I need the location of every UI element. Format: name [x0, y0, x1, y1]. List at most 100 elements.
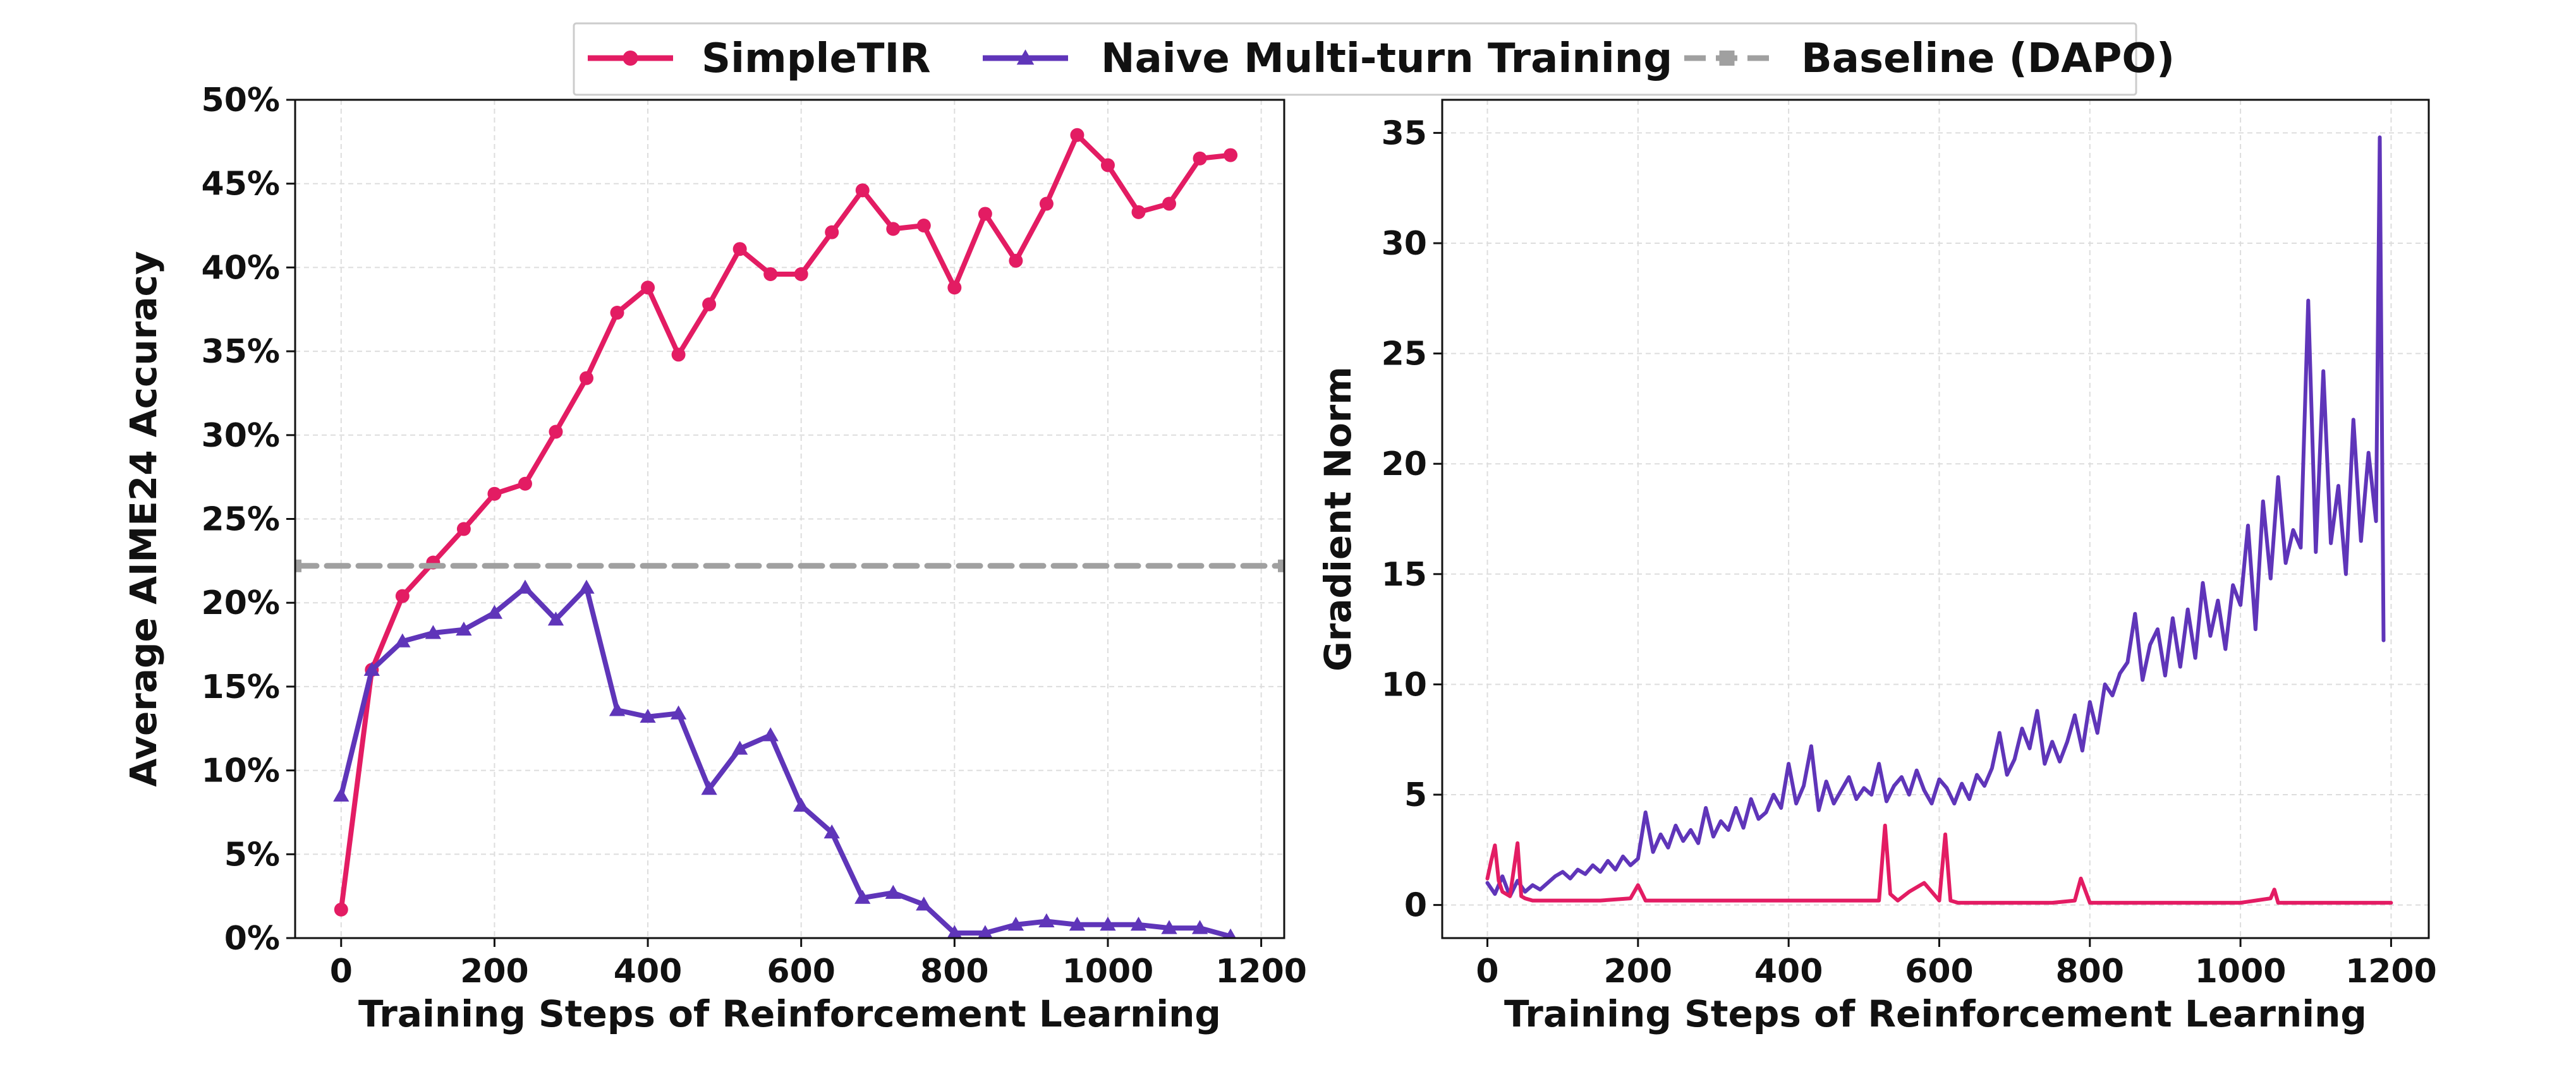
x-tick-label: 400: [1754, 953, 1823, 991]
y-tick-label: 40%: [202, 249, 280, 287]
data-point: [1161, 920, 1177, 934]
data-point: [334, 902, 348, 917]
data-point: [978, 925, 993, 938]
x-tick-label: 600: [767, 953, 835, 991]
x-tick-label: 1000: [2195, 953, 2287, 991]
x-axis-label: Training Steps of Reinforcement Learning: [358, 992, 1221, 1035]
data-point: [793, 797, 810, 812]
gridlines: [295, 99, 1284, 939]
data-point: [1224, 148, 1238, 162]
gridlines: [1442, 100, 2429, 938]
data-point: [549, 425, 563, 439]
legend-item: SimpleTIR: [588, 35, 931, 82]
data-point: [762, 727, 779, 742]
y-tick-label: 10%: [202, 752, 280, 790]
legend-item: Naive Multi-turn Training: [983, 35, 1672, 82]
data-point: [1193, 151, 1207, 166]
data-point: [1162, 196, 1177, 211]
x-tick-label: 800: [920, 953, 989, 991]
y-tick-label: 20%: [202, 584, 280, 622]
x-tick-label: 1000: [1062, 953, 1154, 991]
data-point: [1100, 917, 1116, 931]
data-point: [1038, 913, 1055, 927]
data-point: [1070, 128, 1084, 142]
x-tick-label: 1200: [1215, 953, 1307, 991]
data-point: [1278, 559, 1284, 572]
x-tick-label: 800: [2056, 953, 2125, 991]
data-point: [1100, 158, 1115, 172]
y-tick-label: 35%: [202, 333, 280, 371]
y-tick-label: 15%: [202, 668, 280, 706]
legend-box: [573, 22, 2137, 96]
legend-marker: [1719, 51, 1735, 66]
x-tick-label: 0: [330, 953, 353, 991]
x-axis-label: Training Steps of Reinforcement Learning: [1504, 992, 2367, 1035]
legend-marker: [1016, 49, 1035, 65]
data-point: [580, 371, 594, 385]
series-layer: [1485, 135, 2393, 905]
data-point: [456, 522, 471, 536]
data-point: [641, 280, 655, 295]
series-line: [338, 585, 1234, 938]
data-point: [701, 781, 717, 795]
data-point: [1191, 920, 1208, 934]
y-tick-label: 15: [1382, 556, 1427, 594]
data-point: [855, 183, 870, 198]
data-point: [763, 267, 778, 282]
data-point: [732, 242, 747, 256]
data-point: [823, 824, 840, 839]
data-point: [794, 267, 808, 282]
data-point: [731, 740, 748, 755]
data-point: [395, 589, 410, 603]
y-tick-label: 25: [1382, 335, 1427, 373]
data-point: [547, 611, 564, 626]
y-tick-label: 5: [1404, 776, 1427, 814]
data-point: [947, 925, 963, 938]
data-point: [609, 702, 626, 716]
accuracy-panel: 0 200 400 600 800 1000 1200 0% 5% 10% 15% 20% 25% 30%…: [122, 81, 1307, 1035]
y-tick-label: 35: [1382, 114, 1427, 152]
y-tick-label: 20: [1382, 445, 1427, 483]
data-point: [854, 889, 871, 904]
y-tick-label: 30: [1382, 225, 1427, 263]
data-point: [1039, 196, 1054, 211]
x-tick-label: 600: [1905, 953, 1974, 991]
x-tick-label: 200: [1604, 953, 1673, 991]
y-tick-label: 45%: [202, 166, 280, 203]
data-point: [610, 306, 624, 320]
data-point: [394, 633, 411, 647]
series-line: [1485, 135, 2386, 898]
data-point: [1130, 917, 1147, 931]
y-tick-label: 50%: [202, 81, 280, 119]
x-tick-label: 200: [460, 953, 529, 991]
x-tick-label: 1200: [2345, 953, 2437, 991]
plot-frame: [1441, 99, 2430, 939]
data-point: [518, 476, 532, 491]
data-point: [825, 225, 839, 239]
data-point: [517, 579, 533, 594]
data-point: [1069, 917, 1086, 931]
legend-marker: [623, 51, 638, 66]
data-point: [486, 605, 503, 619]
y-tick-label: 0: [1404, 887, 1427, 925]
series-layer: [295, 128, 1284, 938]
legend-label: Baseline (DAPO): [1801, 35, 2175, 82]
data-point: [916, 896, 932, 911]
data-point: [978, 207, 992, 221]
legend-label: Naive Multi-turn Training: [1101, 35, 1672, 82]
data-point: [487, 486, 502, 501]
legend-label: SimpleTIR: [702, 35, 931, 82]
y-tick-label: 25%: [202, 501, 280, 539]
data-point: [702, 297, 717, 311]
data-point: [671, 347, 686, 362]
y-tick-label: 0%: [224, 920, 280, 958]
data-point: [916, 219, 931, 233]
data-point: [885, 884, 901, 899]
gradient-norm-panel: 0 200 400 600 800 1000 1200 0 5 10 15 20 25 30 35 Train…: [1316, 99, 2437, 1035]
x-tick-label: 400: [614, 953, 683, 991]
data-point: [425, 625, 442, 639]
data-point: [1007, 917, 1024, 931]
y-tick-label: 10: [1382, 666, 1427, 704]
y-tick-label: 5%: [224, 836, 280, 874]
